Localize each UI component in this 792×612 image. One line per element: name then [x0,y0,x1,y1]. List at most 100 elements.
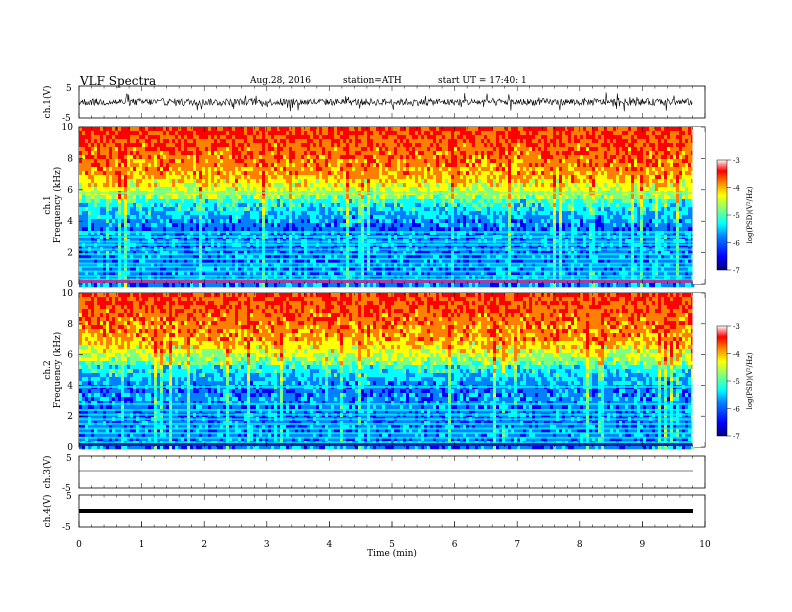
spectrogram-cell [190,255,194,260]
spectrogram-cell [274,151,278,156]
spectrogram-cell [337,159,341,164]
spectrogram-cell [139,135,143,140]
spectrogram-cell [445,171,449,176]
spectrogram-cell [427,223,431,228]
spectrogram-cell [448,203,452,208]
spectrogram-cell [157,203,161,208]
spectrogram-cell [244,207,248,212]
spectrogram-cell [337,151,341,156]
spectrogram-cell [265,227,269,232]
spectrogram-cell [361,267,365,272]
spectrogram-cell [256,195,260,200]
spectrogram-cell [229,167,233,172]
spectrogram-cell [352,155,356,160]
spectrogram-cell [247,195,251,200]
spectrogram-cell [103,203,107,208]
spectrogram-cell [157,175,161,180]
spectrogram-cell [85,271,89,276]
spectrogram-cell [190,199,194,204]
spectrogram-cell [298,139,302,144]
spectrogram-cell [370,183,374,188]
spectrogram-cell [190,271,194,276]
spectrogram-cell [334,203,338,208]
spectrogram-cell [130,203,134,208]
spectrogram-cell [154,263,158,268]
spectrogram-cell [85,215,89,220]
spectrogram-cell [328,251,332,256]
spectrogram-cell [127,259,131,264]
spectrogram-cell [262,139,266,144]
spectrogram-cell [373,195,377,200]
spectrogram-cell [274,135,278,140]
spectrogram-cell [292,199,296,204]
spectrogram-cell [82,283,86,288]
spectrogram-cell [163,183,167,188]
spectrogram-cell [385,151,389,156]
spectrogram-cell [103,167,107,172]
spectrogram-cell [430,271,434,276]
spectrogram-cell [232,251,236,256]
spectrogram-cell [172,255,176,260]
spectrogram-cell [253,211,257,216]
spectrogram-cell [160,211,164,216]
spectrogram-cell [106,139,110,144]
spectrogram-cell [340,219,344,224]
spectrogram-cell [178,199,182,204]
spectrogram-cell [211,219,215,224]
spectrogram-cell [256,251,260,256]
spectrogram-cell [139,171,143,176]
spectrogram-cell [220,127,224,132]
spectrogram-cell [415,199,419,204]
spectrogram-cell [289,183,293,188]
spectrogram-cell [445,163,449,168]
spectrogram-cell [121,251,125,256]
spectrogram-cell [187,283,191,288]
spectrogram-cell [367,127,371,132]
spectrogram-cell [97,175,101,180]
spectrogram-cell [85,251,89,256]
spectrogram-cell [220,175,224,180]
spectrogram-cell [343,271,347,276]
spectrogram-cell [298,143,302,148]
spectrogram-cell [187,183,191,188]
spectrogram-cell [217,195,221,200]
spectrogram-cell [331,211,335,216]
spectrogram-cell [361,211,365,216]
spectrogram-cell [370,283,374,288]
spectrogram-cell [154,207,158,212]
spectrogram-cell [427,207,431,212]
spectrogram-cell [325,127,329,132]
spectrogram-cell [418,199,422,204]
spectrogram-cell [229,147,233,152]
spectrogram-cell [187,131,191,136]
spectrogram-cell [142,175,146,180]
spectrogram-cell [340,159,344,164]
spectrogram-cell [442,175,446,180]
spectrogram-cell [247,159,251,164]
spectrogram-cell [274,131,278,136]
spectrogram-cell [214,267,218,272]
spectrogram-cell [448,179,452,184]
spectrogram-cell [142,139,146,144]
spectrogram-cell [289,175,293,180]
spectrogram-cell [175,207,179,212]
spectrogram-cell [211,183,215,188]
spectrogram-cell [445,251,449,256]
spectrogram-cell [268,255,272,260]
spectrogram-cell [148,139,152,144]
spectrogram-cell [190,131,194,136]
spectrogram-cell [172,215,176,220]
spectrogram-cell [439,167,443,172]
spectrogram-cell [88,283,92,288]
spectrogram-cell [253,151,257,156]
spectrogram-cell [292,207,296,212]
spectrogram-cell [385,255,389,260]
spectrogram-cell [322,255,326,260]
spectrogram-cell [268,267,272,272]
spectrogram-cell [220,227,224,232]
spectrogram-cell [112,283,116,288]
spectrogram-cell [118,175,122,180]
spectrogram-cell [271,171,275,176]
spectrogram-cell [178,155,182,160]
